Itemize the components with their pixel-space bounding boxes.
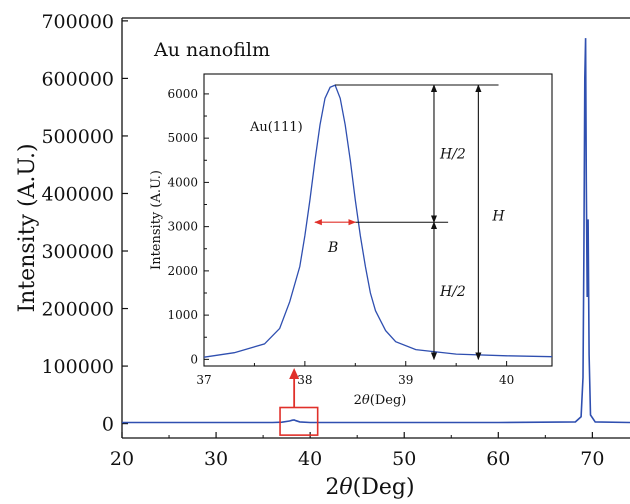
highlight-arrowhead (289, 368, 300, 379)
main-y-tick-label: 600000 (41, 68, 114, 90)
inset-x-label-prefix: 2 (354, 393, 362, 408)
main-y-label: Intensity (A.U.) (15, 143, 40, 312)
main-x-tick-label: 40 (298, 448, 322, 470)
main-x-tick-label: 70 (580, 448, 604, 470)
inset-x-tick-label: 37 (196, 373, 211, 387)
main-series-line (122, 38, 630, 424)
main-y-tick-label: 400000 (41, 183, 114, 205)
inset-peak-label: Au(111) (249, 120, 303, 135)
main-x-label-prefix: 2 (325, 475, 339, 500)
main-x-label: 2θ(Deg) (325, 475, 414, 500)
inset-y-tick-label: 0 (190, 352, 198, 366)
inset-y-tick-label: 5000 (167, 131, 198, 145)
inset-x-label-unit: (Deg) (370, 393, 407, 408)
main-y-tick-label: 500000 (41, 126, 114, 148)
lower-half-label: H/2 (439, 284, 466, 300)
inset-frame (203, 73, 553, 367)
main-y-tick-label: 300000 (41, 241, 114, 263)
peak-highlight-box (279, 406, 319, 436)
inset-y-tick-label: 6000 (167, 87, 198, 101)
inset-y-tick-label: 3000 (167, 220, 198, 234)
main-title: Au nanofilm (153, 39, 270, 61)
inset-y-tick-label: 4000 (167, 175, 198, 189)
main-x-tick-label: 50 (392, 448, 416, 470)
inset-x-tick-label: 39 (398, 373, 413, 387)
inset-y-tick-label: 1000 (167, 308, 198, 322)
main-x-label-unit: (Deg) (353, 475, 415, 500)
main-y-ticks: 0 100000 200000 300000 400000 500000 600000 700… (41, 11, 128, 436)
inset-plot: 0 1000 2000 3000 4000 5000 6000 37 38 39 40 B H/2 H… (149, 73, 553, 408)
inset-x-tick-label: 38 (297, 373, 312, 387)
inset-y-label: Intensity (A.U.) (149, 170, 164, 270)
upper-half-label: H/2 (439, 147, 466, 163)
inset-x-label: 2θ(Deg) (354, 393, 407, 408)
main-x-tick-label: 30 (204, 448, 228, 470)
fwhm-label: B (327, 240, 338, 256)
inset-y-tick-label: 2000 (167, 264, 198, 278)
main-x-tick-label: 20 (110, 448, 134, 470)
inset-x-ticks: 37 38 39 40 (196, 361, 514, 387)
inset-x-tick-label: 40 (499, 373, 514, 387)
inset-y-ticks: 0 1000 2000 3000 4000 5000 6000 (167, 87, 209, 366)
main-y-tick-label: 700000 (41, 11, 114, 33)
main-plot: 0100000200000300000400000500000600000700… (15, 11, 630, 500)
main-x-ticks: 20 30 40 50 60 70 (110, 432, 604, 470)
main-y-tick-label: 100000 (41, 356, 114, 378)
main-y-tick-label: 200000 (41, 299, 114, 321)
full-height-label: H (491, 209, 505, 225)
main-x-label-theta: θ (339, 475, 352, 500)
inset-annotations: B H/2 H/2 H (314, 84, 505, 361)
inset-series-line (203, 84, 553, 358)
main-y-tick-label: 0 (102, 414, 114, 436)
main-x-tick-label: 60 (486, 448, 510, 470)
inset-x-label-theta: θ (362, 393, 370, 408)
